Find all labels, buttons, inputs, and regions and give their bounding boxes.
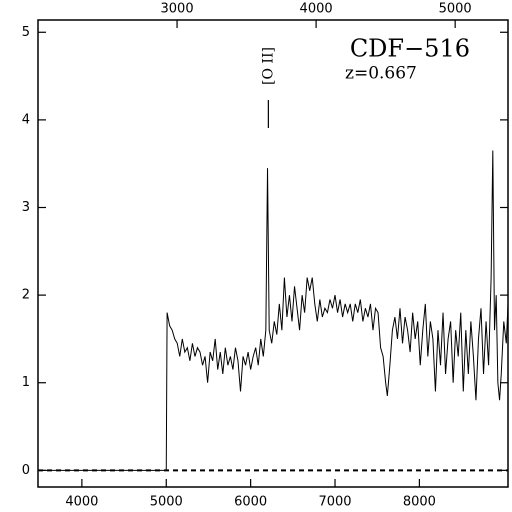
y-tick-label: 3	[22, 200, 30, 215]
x-tick-label: 5000	[150, 495, 183, 510]
x-tick-label: 8000	[403, 495, 436, 510]
y-tick-label: 5	[22, 25, 30, 40]
annotation-label: [O II]	[260, 47, 276, 85]
chart-title: CDF−516	[350, 35, 470, 63]
x2-tick-label: 3000	[161, 2, 194, 17]
chart-subtitle: z=0.667	[345, 64, 417, 84]
spectrum-line	[38, 150, 509, 471]
x2-tick-label: 4000	[300, 2, 333, 17]
x2-tick-label: 5000	[439, 2, 472, 17]
y-tick-label: 4	[22, 112, 30, 127]
x-tick-label: 4000	[65, 495, 98, 510]
plot-frame	[37, 19, 509, 488]
y-tick-label: 0	[22, 463, 30, 478]
x-tick-label: 7000	[318, 495, 351, 510]
y-tick-label: 2	[22, 288, 30, 303]
x-tick-label: 6000	[234, 495, 267, 510]
y-tick-label: 1	[22, 375, 30, 390]
